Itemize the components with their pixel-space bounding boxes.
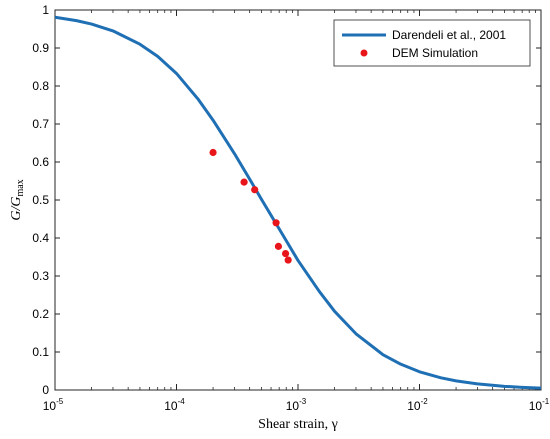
y-tick-label: 1 xyxy=(42,3,49,17)
dem-simulation-point xyxy=(209,148,217,157)
legend-label-dem: DEM Simulation xyxy=(392,46,478,60)
dem-simulation-point xyxy=(272,219,280,227)
legend-marker-swatch xyxy=(360,49,368,57)
y-tick-label: 0 xyxy=(42,383,49,397)
y-tick-label: 0.7 xyxy=(32,117,49,131)
y-axis-title: G/Gmax xyxy=(9,179,26,220)
series-layer xyxy=(54,15,542,390)
dem-simulation-point xyxy=(281,249,290,258)
plot-area xyxy=(54,9,542,391)
x-tick-label: 10-2 xyxy=(407,397,428,413)
dem-simulation-point xyxy=(240,178,248,186)
legend: Darendeli et al., 2001 DEM Simulation xyxy=(333,19,531,67)
y-tick-label: 0.1 xyxy=(32,345,49,359)
x-axis-title: Shear strain, γ xyxy=(258,417,338,432)
dem-simulation-point xyxy=(251,186,259,194)
tick-labels: 0 0.1 0.2 0.3 0.4 0.5 0.6 0.7 0.8 0.9 1 10-5 10-4 10-… xyxy=(32,3,549,413)
ticks xyxy=(54,9,542,391)
y-tick-label: 0.4 xyxy=(32,231,49,245)
legend-box xyxy=(333,19,531,67)
y-axis-title-group: G/Gmax xyxy=(9,179,26,220)
y-tick-label: 0.8 xyxy=(32,79,49,93)
y-axis-title-subscript: max xyxy=(15,179,26,196)
y-tick-label: 0.2 xyxy=(32,307,49,321)
y-tick-label: 0.5 xyxy=(32,193,49,207)
y-tick-label: 0.9 xyxy=(32,41,49,55)
x-tick-label: 10-5 xyxy=(43,397,64,413)
y-tick-label: 0.3 xyxy=(32,269,49,283)
x-tick-label: 10-1 xyxy=(529,397,550,413)
dem-simulation-point xyxy=(274,242,283,250)
x-tick-label: 10-4 xyxy=(164,397,185,413)
dem-simulation-point xyxy=(284,256,292,264)
legend-label-darendeli: Darendeli et al., 2001 xyxy=(392,28,506,42)
y-tick-label: 0.6 xyxy=(32,155,49,169)
x-tick-label: 10-3 xyxy=(286,397,307,413)
y-axis-title-main: G/G xyxy=(9,197,24,221)
series-line-darendeli xyxy=(54,15,542,390)
